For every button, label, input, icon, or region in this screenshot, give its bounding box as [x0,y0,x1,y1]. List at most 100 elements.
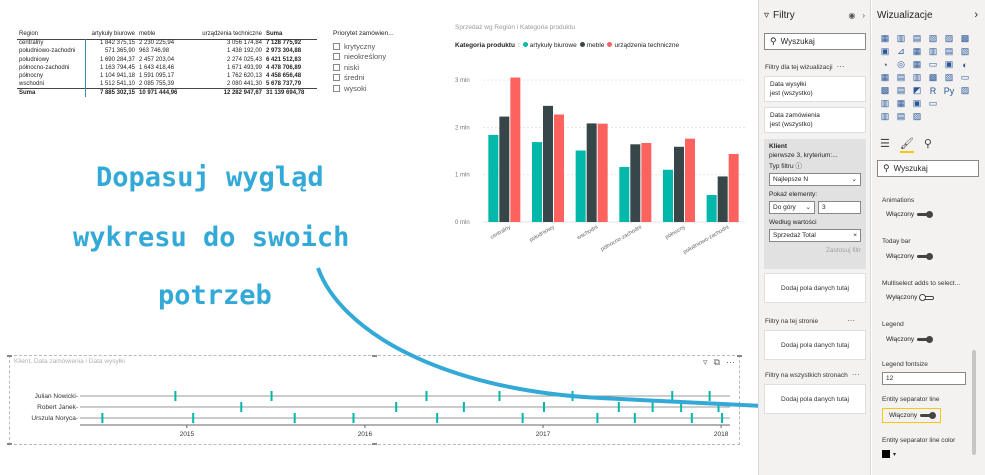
visual-type-icon[interactable]: ▤ [912,33,922,43]
matrix-header[interactable]: meble [139,31,156,38]
visual-type-icon[interactable]: ▩ [960,33,970,43]
visual-type-icon[interactable]: ▨ [944,33,954,43]
direction-dropdown[interactable]: Do góry ⌄ [769,201,815,214]
matrix-header[interactable]: Region [19,31,39,38]
more-options-icon[interactable]: ⋯ [726,357,735,367]
filters-search-input[interactable]: ⚲ Wyszukaj [764,33,866,50]
visual-type-icon[interactable]: ▦ [896,98,906,108]
today-bar-toggle[interactable]: Włączony [886,252,934,260]
visual-type-icon[interactable]: ⊿ [897,46,905,56]
checkbox[interactable] [333,63,340,71]
filter-icon[interactable]: ▿ [703,357,708,367]
checkbox[interactable] [333,84,340,92]
table-row[interactable]: północno-zachodni 1 163 794,45 1 643 418,4… [17,63,317,73]
table-row[interactable]: południowo-zachodni 571 365,90 963 746,98 1… [17,47,317,56]
format-search-input[interactable]: ⚲ Wyszukaj [877,160,979,177]
collapse-chevron-icon[interactable]: › [862,10,865,20]
by-value-field[interactable]: Sprzedaż Total × [769,229,861,242]
animations-toggle[interactable]: Włączony [886,210,934,218]
entity-separator-toggle[interactable]: Włączony [882,408,942,423]
scrollbar[interactable] [972,350,976,455]
legend-entry[interactable]: urządzenia techniczne [614,42,680,49]
visual-type-icon[interactable]: ▨ [960,85,970,95]
visual-type-icon[interactable]: ▥ [912,72,922,82]
matrix-header[interactable]: artykuły biurowe [91,31,135,38]
visual-type-icon[interactable]: ▭ [928,59,938,69]
visual-filters-dropzone[interactable]: Dodaj pola danych tutaj [764,273,866,303]
table-row[interactable]: centralny 1 842 375,15 2 230 225,94 3 056 1… [17,39,317,48]
visual-type-icon[interactable]: ▩ [880,85,890,95]
visual-type-icon[interactable]: ▭ [928,98,938,108]
visual-type-icon[interactable]: ▥ [896,33,906,43]
multiselect-toggle[interactable]: Wyłączony [886,294,935,301]
visual-type-icon[interactable]: ▦ [880,72,890,82]
eye-icon[interactable]: ◉ [848,10,856,20]
resize-handle[interactable] [372,355,377,357]
sales-bar-chart[interactable]: 0 mln 1 mln 2 mln 3 mln centralny południowy w… [455,22,750,272]
entity-separator-color-picker[interactable]: ▾ [882,450,896,458]
more-options-icon[interactable]: ⋯ [836,62,845,71]
resize-handle[interactable] [372,443,377,445]
slicer-option[interactable]: nieokreślony [333,52,443,63]
more-options-icon[interactable]: ⋯ [847,316,856,325]
count-input[interactable]: 3 [818,201,861,214]
visual-type-icon[interactable]: ▥ [880,98,890,108]
collapse-chevron-icon[interactable]: › [974,9,978,21]
fields-tab-icon[interactable]: ☰ [880,138,890,150]
visual-type-icon[interactable]: ▨ [944,72,954,82]
visual-type-icon[interactable] [958,98,972,109]
visual-type-icon[interactable]: ▩ [928,72,938,82]
table-row[interactable]: wschodni 1 512 541,10 2 085 755,39 2 080 44… [17,80,317,89]
visual-type-icon[interactable]: R [929,85,937,96]
checkbox[interactable] [333,42,340,50]
visual-type-icon[interactable]: Py [943,85,955,96]
slicer-option[interactable]: średni [333,73,443,84]
slicer-option[interactable]: wysoki [333,83,443,94]
resize-handle[interactable] [7,355,12,357]
visual-type-icon[interactable]: ▤ [944,46,954,56]
visual-type-icon[interactable]: ◐ [962,59,968,70]
visual-type-icon[interactable]: ▦ [912,46,922,56]
visual-type-icon[interactable]: ◩ [912,85,922,95]
visual-type-icon[interactable]: ▣ [944,59,954,69]
table-row[interactable]: północny 1 104 941,18 1 591 095,17 1 762 62… [17,72,317,81]
slicer-option[interactable]: niski [333,62,443,73]
filter-type-dropdown[interactable]: Najlepsze N ⌄ [769,173,861,186]
region-matrix[interactable]: Region artykuły biurowe meble urządzenia… [17,30,317,98]
legend-entry[interactable]: meble [586,42,605,49]
page-filters-dropzone[interactable]: Dodaj pola danych tutaj [764,330,866,360]
analytics-tab-icon[interactable]: ⚲ [923,138,932,150]
close-icon[interactable]: × [853,232,857,239]
visual-type-icon[interactable]: ▨ [912,111,922,121]
filter-card-klient[interactable]: Klient pierwsze 3, kryterium:... Typ fil… [764,139,866,269]
total-row[interactable]: Suma 7 885 302,15 10 971 444,96 12 282 947,… [17,88,317,98]
filter-card-data-zamowienia[interactable]: Data zamówienia jest (wszystko) [764,107,866,133]
visual-type-icon[interactable]: ▦ [880,33,890,43]
legend-toggle[interactable]: Włączony [886,335,934,343]
focus-mode-icon[interactable]: ⧉ [713,357,720,367]
format-tab-icon[interactable]: 🖌 [899,137,914,153]
filter-card-data-wysylki[interactable]: Data wysyłki jest (wszystko) [764,76,866,102]
visual-type-icon[interactable]: ▥ [880,111,890,121]
matrix-header[interactable]: urządzenia techniczne [202,31,262,38]
visual-type-icon[interactable]: ▭ [960,72,970,82]
resize-handle[interactable] [737,355,742,357]
visual-type-icon[interactable]: ▥ [928,46,938,56]
visual-type-icon[interactable]: ▧ [960,46,970,56]
checkbox[interactable] [333,74,340,82]
visual-type-icon[interactable]: ▦ [912,59,922,69]
visual-type-icon[interactable]: ◎ [897,59,905,69]
visual-type-icon[interactable]: ◔ [882,59,888,70]
legend-fontsize-input[interactable]: 12 [882,372,966,385]
visual-type-icon[interactable]: ▧ [928,33,938,43]
matrix-header[interactable]: Suma [266,31,283,38]
apply-filter-button[interactable]: Zastosuj filtr [825,247,861,254]
all-filters-dropzone[interactable]: Dodaj pola danych tutaj [764,384,866,414]
visual-type-icon[interactable]: ▤ [896,85,906,95]
visual-type-icon[interactable] [942,98,956,109]
checkbox[interactable] [333,53,340,61]
timeline-visual[interactable]: Julian Nowicki- Robert Janek- Urszula Nory… [7,355,742,445]
slicer-option[interactable]: krytyczny [333,41,443,52]
resize-handle[interactable] [7,443,12,445]
visual-type-icon[interactable]: ▤ [896,111,906,121]
